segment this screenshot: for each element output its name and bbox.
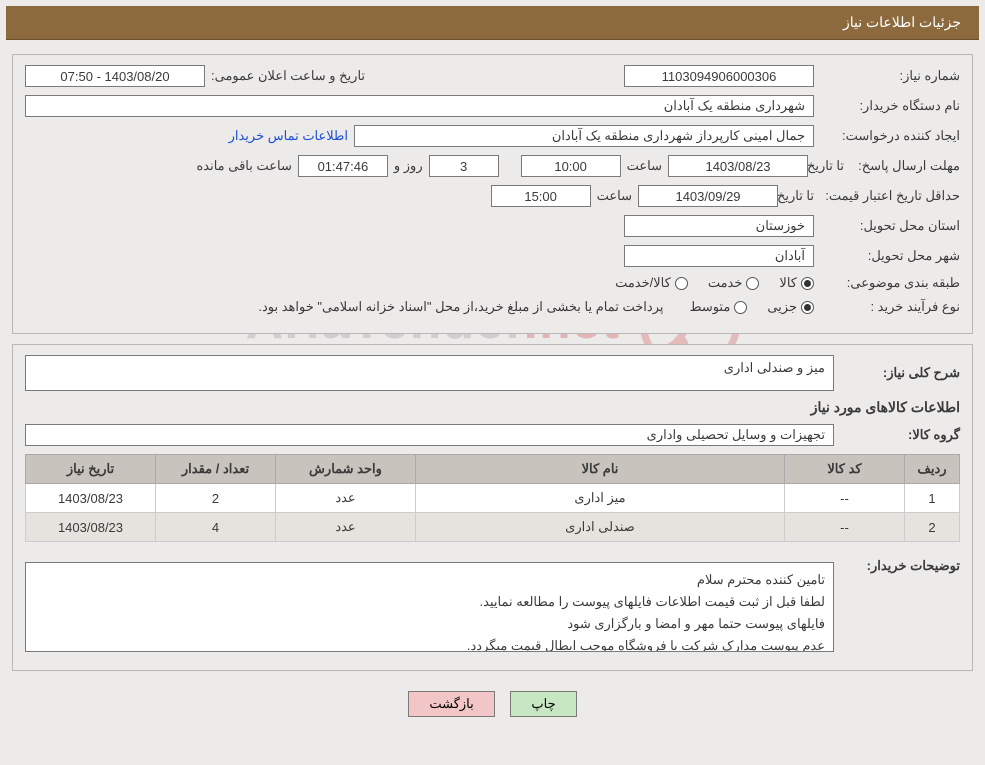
category-radio-group: کالا خدمت کالا/خدمت [615,275,814,291]
back-button[interactable]: بازگشت [408,691,494,717]
need-no-value: 1103094906000306 [624,65,814,87]
desc-line: تامین کننده محترم سلام [34,569,825,591]
print-button[interactable]: چاپ [510,691,576,717]
radio-medium[interactable]: متوسط [689,299,747,315]
items-table: ردیف کد کالا نام کالا واحد شمارش تعداد /… [25,454,960,542]
cell-qty: 2 [156,484,276,513]
cell-unit: عدد [276,513,416,542]
contact-link[interactable]: اطلاعات تماس خریدار [229,128,348,144]
buyer-description[interactable]: تامین کننده محترم سلام لطفا قبل از ثبت ق… [25,562,834,652]
days-remaining: 3 [429,155,499,177]
radio-goods-label: کالا [779,275,797,291]
process-label: نوع فرآیند خرید : [820,299,960,315]
until-date-label: تا تاریخ: [814,158,844,174]
details-panel: شماره نیاز: 1103094906000306 تاریخ و ساع… [12,54,973,334]
cell-code: -- [785,484,905,513]
th-name: نام کالا [416,455,785,484]
process-note: پرداخت تمام یا بخشی از مبلغ خرید،از محل … [258,299,663,315]
days-and-label: روز و [394,158,423,174]
announce-value: 1403/08/20 - 07:50 [25,65,205,87]
cell-qty: 4 [156,513,276,542]
radio-service[interactable]: خدمت [708,275,760,291]
cell-date: 1403/08/23 [26,484,156,513]
desc-line: فایلهای پیوست حتما مهر و امضا و بارگزاری… [34,613,825,635]
items-section-title: اطلاعات کالاهای مورد نیاز [25,399,960,416]
desc-line: لطفا قبل از ثبت قیمت اطلاعات فایلهای پیو… [34,591,825,613]
process-radio-group: جزیی متوسط [689,299,814,315]
radio-medium-label: متوسط [689,299,730,315]
page-header: جزئیات اطلاعات نیاز [6,6,979,40]
radio-service-label: خدمت [708,275,743,291]
province-value: خوزستان [624,215,814,237]
radio-goods[interactable]: کالا [779,275,814,291]
radio-icon [801,301,814,314]
announce-label: تاریخ و ساعت اعلان عمومی: [211,68,365,84]
th-unit: واحد شمارش [276,455,416,484]
province-label: استان محل تحویل: [820,218,960,234]
button-row: چاپ بازگشت [12,681,973,727]
table-row: 1 -- میز اداری عدد 2 1403/08/23 [26,484,960,513]
remaining-label: ساعت باقی مانده [196,158,291,174]
validity-time: 15:00 [491,185,591,207]
cell-name: میز اداری [416,484,785,513]
radio-minor[interactable]: جزیی [767,299,814,315]
th-qty: تعداد / مقدار [156,455,276,484]
page-title: جزئیات اطلاعات نیاز [843,14,961,30]
cell-name: صندلی اداری [416,513,785,542]
radio-goods-service-label: کالا/خدمت [615,275,671,291]
summary-value: میز و صندلی اداری [25,355,834,391]
th-code: کد کالا [785,455,905,484]
countdown: 01:47:46 [298,155,388,177]
radio-minor-label: جزیی [767,299,797,315]
radio-icon [746,277,759,290]
cell-unit: عدد [276,484,416,513]
deadline-date: 1403/08/23 [668,155,808,177]
time-label-1: ساعت [627,158,662,174]
validity-label: حداقل تاریخ اعتبار قیمت: [820,188,960,205]
requester-label: ایجاد کننده درخواست: [820,128,960,144]
cell-date: 1403/08/23 [26,513,156,542]
cell-code: -- [785,513,905,542]
need-no-label: شماره نیاز: [820,68,960,84]
cell-row: 1 [905,484,960,513]
city-value: آبادان [624,245,814,267]
summary-label: شرح کلی نیاز: [840,365,960,381]
deadline-time: 10:00 [521,155,621,177]
desc-label: توضیحات خریدار: [840,552,960,574]
validity-date: 1403/09/29 [638,185,778,207]
group-label: گروه کالا: [840,427,960,443]
city-label: شهر محل تحویل: [820,248,960,264]
desc-line: عدم پیوست مدارک شرکت یا فروشگاه موجب ابط… [34,635,825,652]
radio-icon [734,301,747,314]
deadline-label: مهلت ارسال پاسخ: [850,158,960,174]
until-date-label-2: تا تاریخ: [784,188,814,204]
radio-goods-service[interactable]: کالا/خدمت [615,275,688,291]
buyer-org-label: نام دستگاه خریدار: [820,98,960,114]
th-date: تاریخ نیاز [26,455,156,484]
time-label-2: ساعت [597,188,632,204]
radio-icon [675,277,688,290]
th-row: ردیف [905,455,960,484]
cell-row: 2 [905,513,960,542]
group-value: تجهیزات و وسایل تحصیلی واداری [25,424,834,446]
category-label: طبقه بندی موضوعی: [820,275,960,291]
table-row: 2 -- صندلی اداری عدد 4 1403/08/23 [26,513,960,542]
requester-value: جمال امینی کارپرداز شهرداری منطقه یک آبا… [354,125,814,147]
items-panel: شرح کلی نیاز: میز و صندلی اداری اطلاعات … [12,344,973,671]
radio-icon [801,277,814,290]
buyer-org-value: شهرداری منطقه یک آبادان [25,95,814,117]
